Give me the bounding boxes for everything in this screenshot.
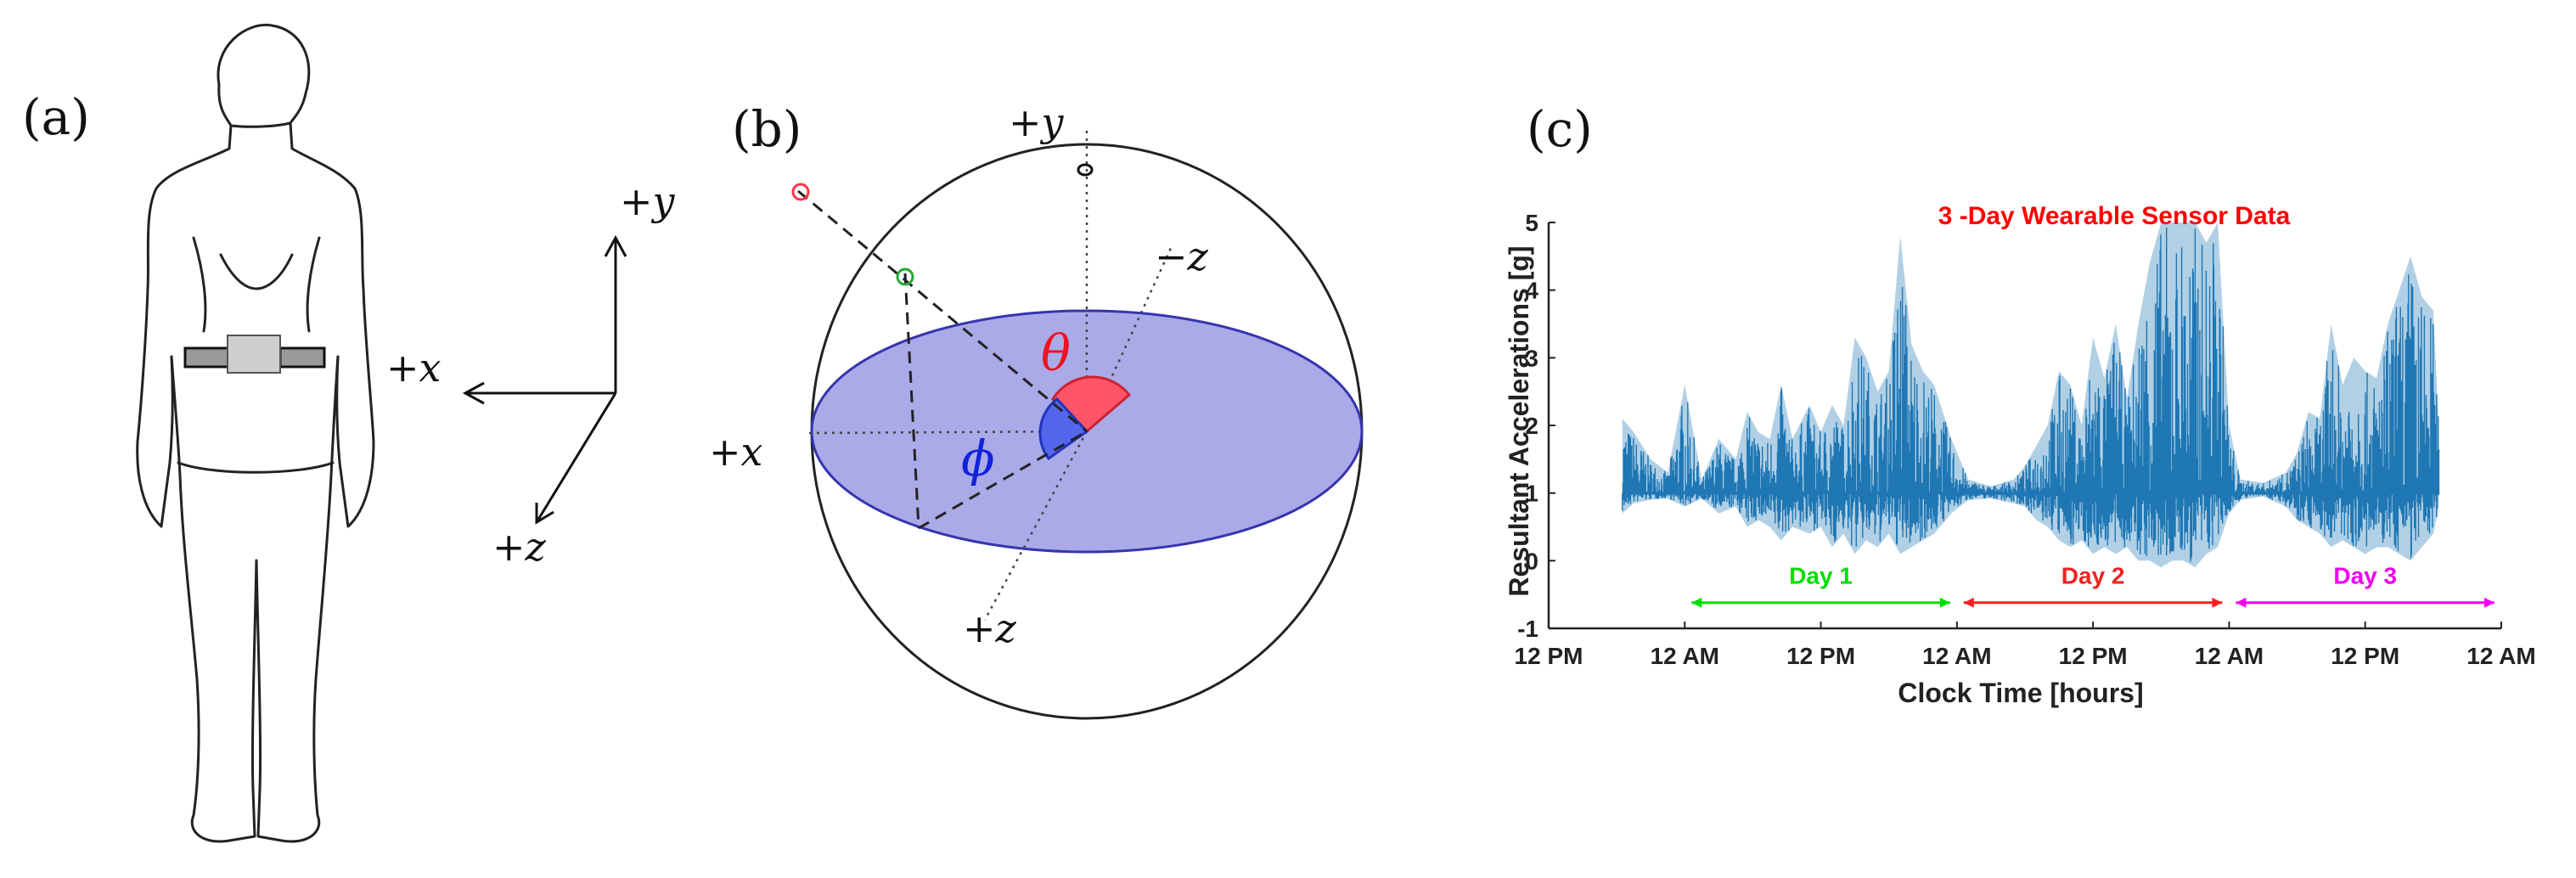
vector-projections <box>797 189 1088 530</box>
y-tick-label: 0 <box>1525 548 1538 574</box>
y-tick-label: 2 <box>1525 413 1538 439</box>
axes-layer: -1 0 1 2 3 4 5 12 PM 12 AM 12 PM 12 AM 12 PM 12 AM 12… <box>1515 210 2536 669</box>
day-annotation-1: Day 1 <box>1691 563 1950 608</box>
day-annotation-2: Day 2 <box>1963 563 2223 608</box>
vector-tip-point <box>791 183 810 201</box>
panel-b: (b) +y −z +x +z θ ϕ <box>713 0 1392 878</box>
y-tick-label: 4 <box>1525 278 1538 304</box>
waist-sensor-belt <box>183 335 326 374</box>
acceleration-chart: (c) 3 -Day Wearable Sensor Data -1 0 1 2 3 4 5… <box>1504 100 2536 708</box>
arrow-head-right <box>1939 597 1950 608</box>
day-label: Day 3 <box>2333 563 2397 589</box>
theta-angle-arc <box>1051 375 1132 434</box>
person-back-view-illustration <box>136 23 375 843</box>
x-tick-label: 12 AM <box>2466 643 2535 669</box>
sphere-intersection-point <box>896 267 914 286</box>
x-tick-label: 12 AM <box>2195 643 2264 669</box>
chart-title: 3 -Day Wearable Sensor Data <box>1938 202 2291 230</box>
sphere-label-minus-z: −z <box>1155 234 1209 279</box>
pole-point <box>1077 163 1094 177</box>
x-tick-label: 12 AM <box>1922 643 1991 669</box>
panel-c-label: (c) <box>1527 100 1593 158</box>
x-tick-label: 12 PM <box>1786 643 1855 669</box>
y-tick-label: 1 <box>1525 481 1538 507</box>
day-label: Day 1 <box>1789 563 1853 589</box>
x-tick-label: 12 PM <box>2059 643 2128 669</box>
arrow-head-left <box>2236 597 2247 608</box>
y-axis-label: Resultant Accelerations [g] <box>1504 245 1534 596</box>
panel-b-figure: (b) +y −z +x +z θ ϕ <box>713 99 1364 720</box>
x-tick-label: 12 PM <box>2331 643 2399 669</box>
theta-symbol: θ <box>1041 324 1071 382</box>
day-annotations: Day 1 Day 2 Day 3 <box>1691 563 2494 608</box>
panel-b-label: (b) <box>732 100 801 158</box>
sphere-label-plus-y: +y <box>1009 99 1065 145</box>
axis-label-y: +y <box>620 178 676 224</box>
axis-label-x: +x <box>386 345 442 391</box>
x-axis-label: Clock Time [hours] <box>1898 678 2143 708</box>
sphere-label-plus-x: +x <box>713 429 763 475</box>
x-tick-label: 12 PM <box>1515 643 1583 669</box>
phi-symbol: ϕ <box>961 430 995 487</box>
signal-envelope <box>1622 222 2439 568</box>
y-tick-label: 5 <box>1525 210 1538 236</box>
y-tick-label: 3 <box>1525 345 1538 371</box>
day-label: Day 2 <box>2061 563 2125 589</box>
y-tick-label: -1 <box>1517 616 1538 642</box>
panel-a-figure: (a) +y +x +z <box>22 23 676 843</box>
signal-layer <box>1622 222 2440 568</box>
body-coordinate-axes <box>462 234 627 525</box>
axis-label-z: +z <box>492 524 547 570</box>
panel-a: (a) +y +x +z <box>0 0 747 878</box>
panel-a-label: (a) <box>22 88 90 146</box>
panel-c: (c) 3 -Day Wearable Sensor Data -1 0 1 2 3 4 5… <box>1392 0 2576 878</box>
sphere-label-plus-z: +z <box>963 605 1017 651</box>
arrow-head-right <box>2212 597 2223 608</box>
arrow-head-left <box>1963 597 1974 608</box>
z-axis-arrow <box>535 392 617 523</box>
arrow-head-right <box>2484 597 2494 608</box>
day-annotation-3: Day 3 <box>2236 563 2494 608</box>
x-tick-label: 12 AM <box>1651 643 1719 669</box>
arrow-head-left <box>1691 597 1702 608</box>
